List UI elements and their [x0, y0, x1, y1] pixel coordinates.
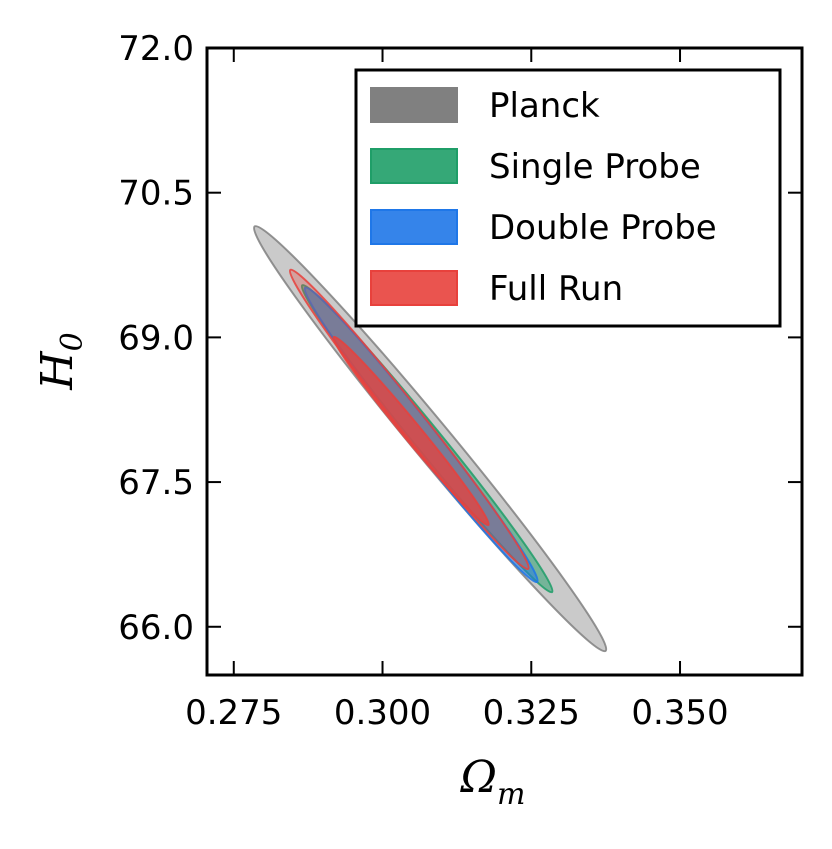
legend-label-double-probe: Double Probe [489, 208, 717, 248]
x-axis-ticks: 0.275 0.300 0.325 0.350 [185, 48, 729, 733]
legend-swatch-full-run [370, 270, 458, 306]
x-axis-label: Ωm [460, 752, 526, 812]
y-tick-label: 66.0 [118, 608, 194, 648]
x-tick-label: 0.350 [631, 693, 728, 733]
legend-swatch-single-probe [370, 148, 458, 184]
legend-swatch-double-probe [370, 209, 458, 245]
y-axis-label-sub: 0 [55, 332, 90, 351]
plot-frame [205, 46, 804, 677]
legend-label-planck: Planck [489, 86, 600, 126]
legend-label-full-run: Full Run [489, 269, 623, 309]
y-tick-label: 69.0 [118, 318, 194, 358]
x-axis-label-sub: m [497, 777, 525, 812]
svg-text:H0: H0 [32, 332, 90, 390]
y-tick-label: 72.0 [118, 29, 194, 69]
y-tick-label: 67.5 [118, 463, 194, 503]
x-tick-label: 0.275 [185, 693, 282, 733]
legend-swatch-planck [370, 87, 458, 123]
y-tick-label: 70.5 [118, 174, 194, 214]
x-tick-label: 0.325 [483, 693, 580, 733]
contour-full-run-inner [332, 335, 490, 527]
legend: Planck Single Probe Double Probe Full Run [354, 68, 782, 328]
x-tick-label: 0.300 [334, 693, 431, 733]
y-axis-label-main: H [32, 350, 83, 391]
y-axis-ticks: 66.0 67.5 69.0 70.5 72.0 [118, 29, 802, 648]
x-axis-label-main: Ω [460, 752, 497, 803]
legend-label-single-probe: Single Probe [489, 147, 701, 187]
contour-layer [252, 225, 608, 653]
y-axis-label: H0 [32, 332, 90, 390]
